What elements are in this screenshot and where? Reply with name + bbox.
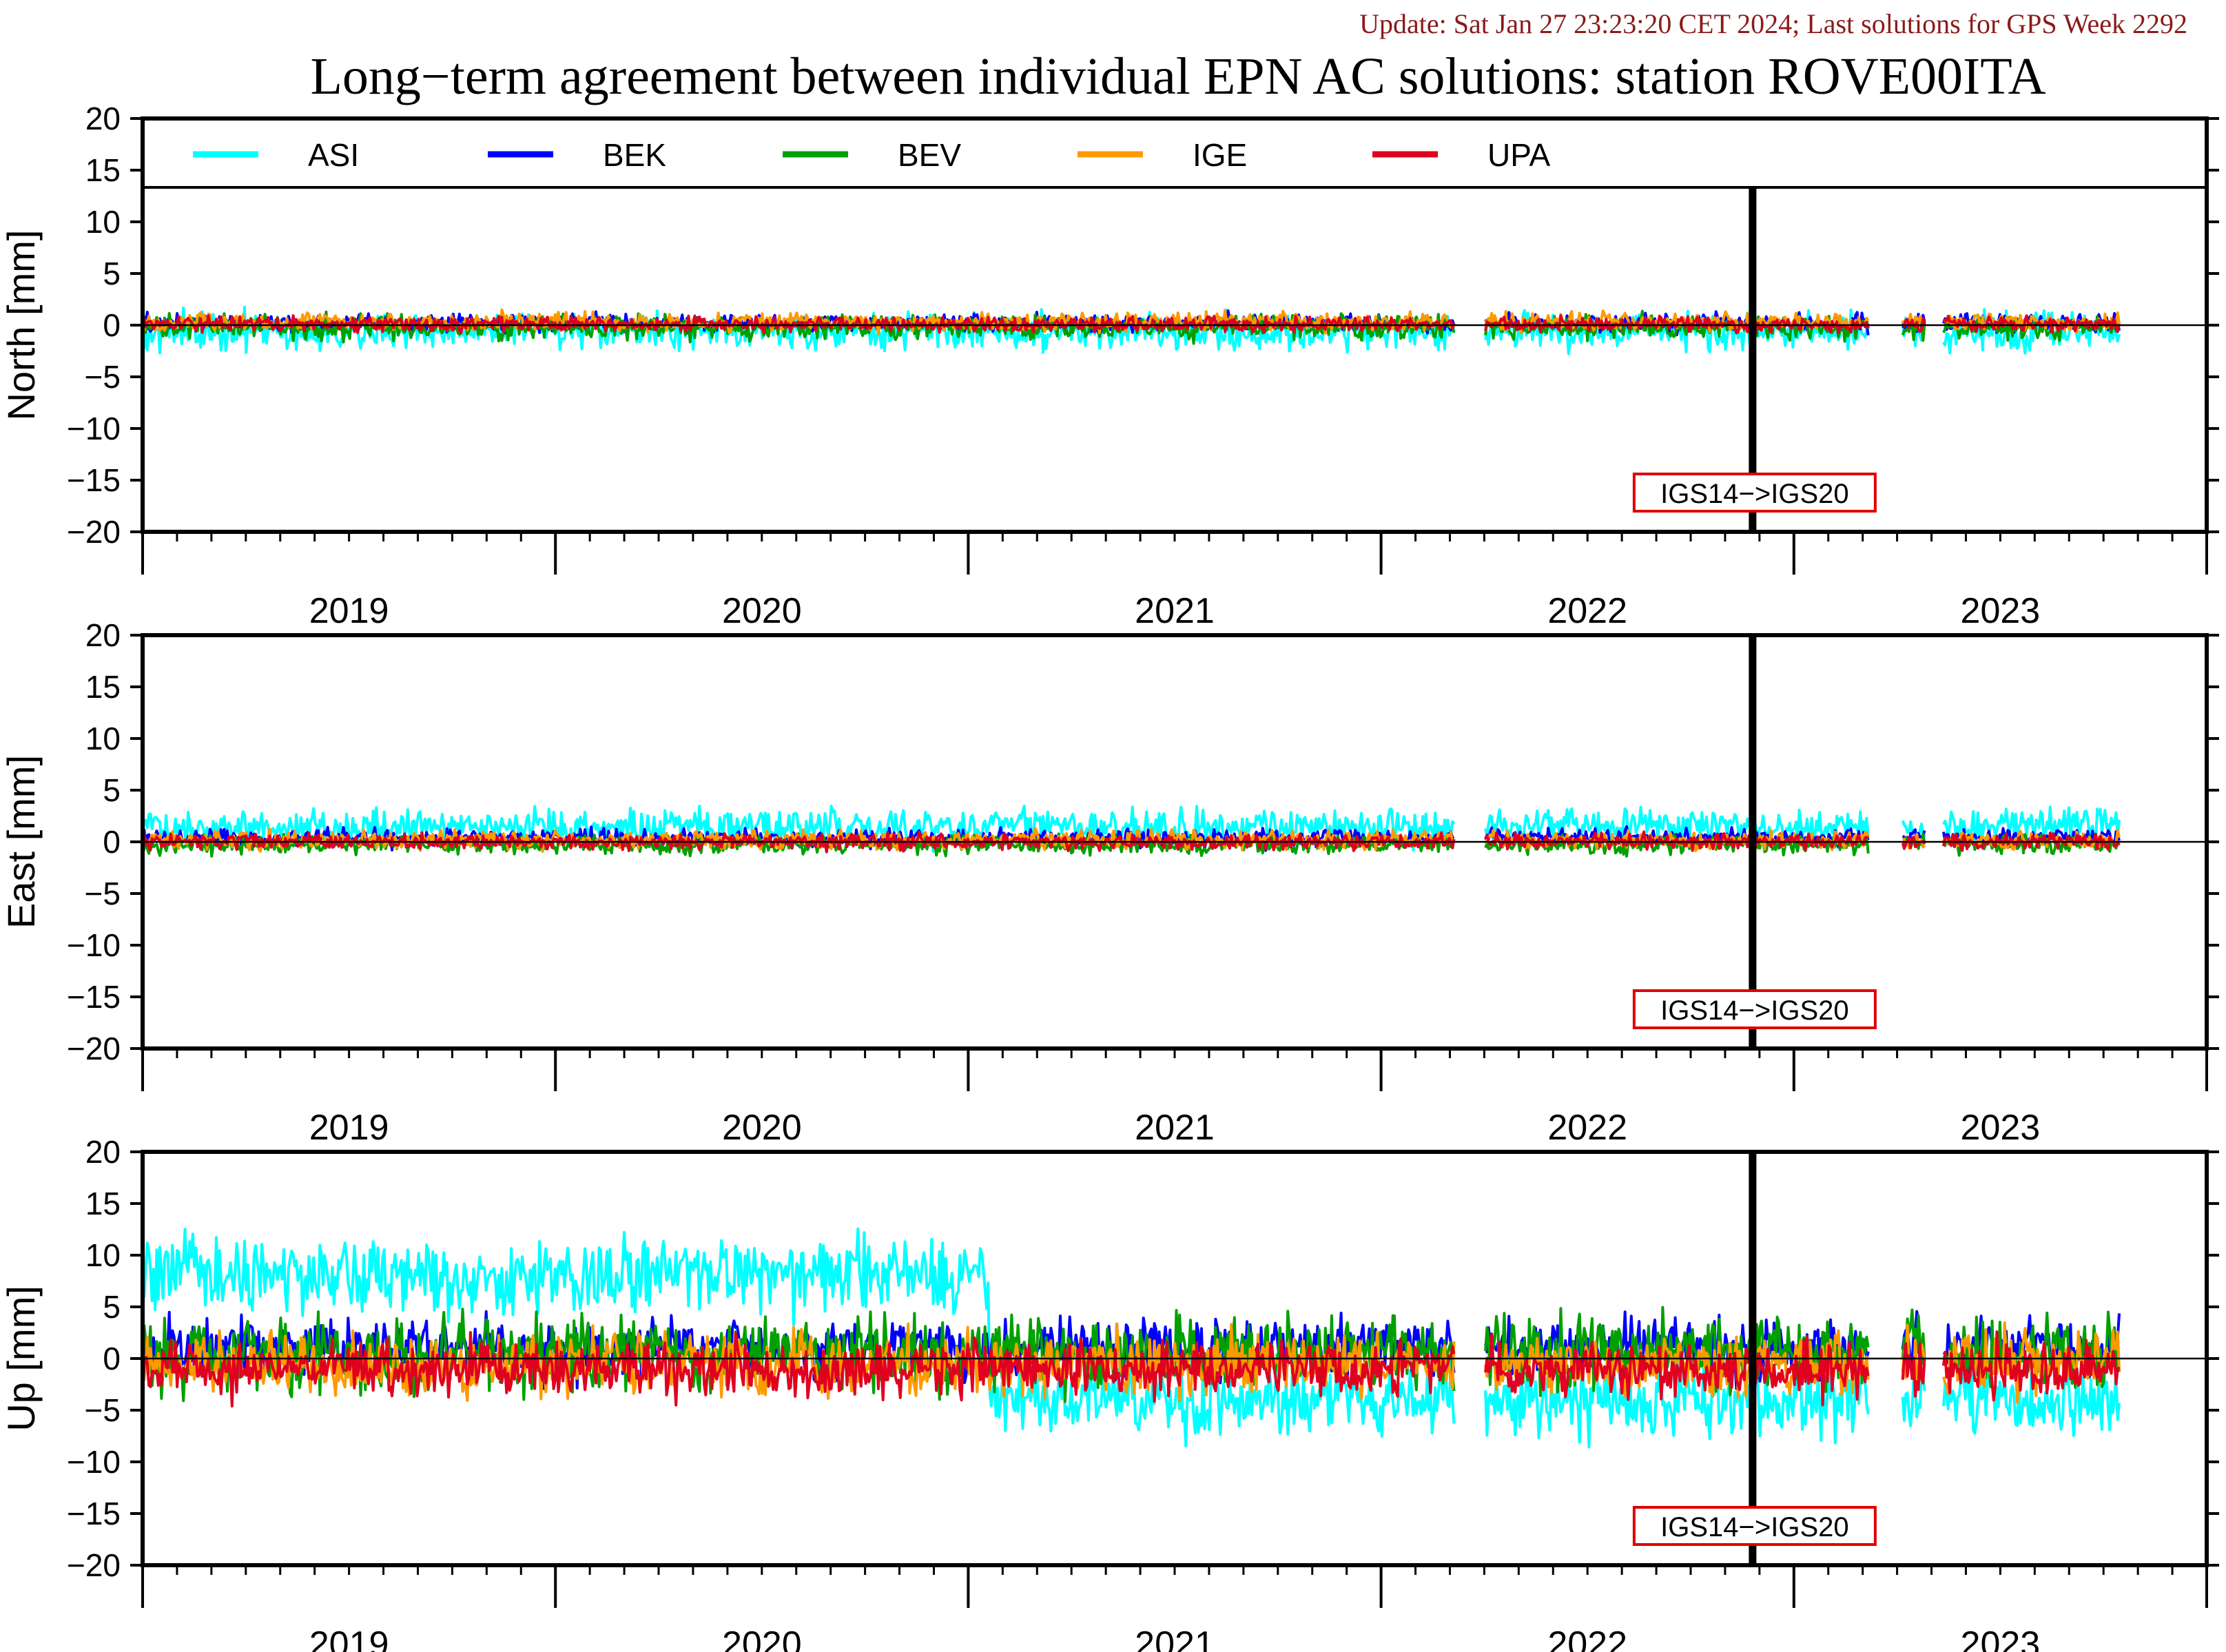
year-label: 2021 [1135,1624,1215,1652]
frame-change-box [1632,989,1877,1029]
year-label: 2021 [1135,1108,1215,1148]
y-tick-label: −15 [67,979,121,1015]
year-label: 2022 [1547,1624,1627,1652]
y-tick-label: −5 [85,876,121,911]
y-axis-label: East [mm] [0,755,43,929]
y-tick-label: 15 [85,152,121,188]
legend-label-bek: BEK [603,137,666,173]
year-label: 2022 [1547,1108,1627,1148]
panel-0: IGS14−>IGS20 20 15 10 5 0 −5 −10 −15 −20 North [mm… [0,101,2219,631]
y-tick-label: −20 [67,514,121,550]
y-tick-label: 15 [85,1186,121,1221]
series-line-upa [143,1330,2121,1408]
legend-label-ige: IGE [1193,137,1247,173]
year-label: 2020 [722,591,802,631]
y-tick-label: −10 [67,411,121,446]
y-tick-label: 5 [103,256,121,291]
update-text: Update: Sat Jan 27 23:23:20 CET 2024; La… [1359,8,2187,39]
year-label: 2019 [309,591,389,631]
y-tick-label: 20 [85,101,121,136]
y-tick-label: −5 [85,359,121,395]
chart-title: Long−term agreement between individual E… [310,48,2045,105]
series-line-bev [143,1305,2121,1403]
y-tick-label: −20 [67,1547,121,1583]
y-tick-label: 10 [85,721,121,756]
year-label: 2020 [722,1624,802,1652]
frame-change-box [1632,1506,1877,1546]
y-tick-label: 0 [103,824,121,860]
year-label: 2021 [1135,591,1215,631]
y-tick-label: 0 [103,1341,121,1376]
y-tick-label: 15 [85,669,121,705]
panel-2: IGS14−>IGS20 20 15 10 5 0 −5 −10 −15 −20 Up [mm] 20… [0,1134,2219,1652]
year-label: 2020 [722,1108,802,1148]
year-label: 2019 [309,1108,389,1148]
y-tick-label: −20 [67,1031,121,1066]
frame-change-label: IGS14−>IGS20 [1660,479,1849,509]
y-tick-label: −15 [67,1496,121,1531]
y-tick-label: −5 [85,1392,121,1428]
year-label: 2022 [1547,591,1627,631]
y-tick-label: −10 [67,1444,121,1480]
frame-change-label: IGS14−>IGS20 [1660,995,1849,1026]
series-line-upa [143,830,2121,854]
legend-bg [143,118,2207,187]
series-group [143,805,2121,858]
legend-label-asi: ASI [308,137,359,173]
y-tick-label: 10 [85,1237,121,1273]
y-axis-label: North [mm] [0,230,43,421]
panels: IGS14−>IGS20 20 15 10 5 0 −5 −10 −15 −20 North [mm… [0,101,2219,1652]
frame-change-box [1632,473,1877,513]
y-axis-label: Up [mm] [0,1286,43,1432]
y-tick-label: 5 [103,1289,121,1325]
y-tick-label: 10 [85,204,121,240]
series-line-upa [143,314,2121,336]
year-label: 2019 [309,1624,389,1652]
y-tick-label: 5 [103,772,121,808]
legend-label-bev: BEV [898,137,961,173]
y-tick-label: −15 [67,462,121,498]
frame-change-label: IGS14−>IGS20 [1660,1512,1849,1542]
series-group [143,1227,2121,1449]
y-tick-label: 0 [103,307,121,343]
y-tick-label: 20 [85,1134,121,1170]
year-label: 2023 [1961,1108,2041,1148]
legend-label-upa: UPA [1487,137,1550,173]
series-group [143,305,2121,355]
plot-frame-overlay [141,116,2209,534]
y-tick-label: −10 [67,927,121,963]
legend: ASI BEK BEV IGE UPA [193,137,1550,173]
y-tick-label: 20 [85,617,121,653]
year-label: 2023 [1961,591,2041,631]
year-label: 2023 [1961,1624,2041,1652]
panel-1: IGS14−>IGS20 20 15 10 5 0 −5 −10 −15 −20 East [mm]… [0,617,2219,1148]
series-line-asi [143,1227,2121,1449]
